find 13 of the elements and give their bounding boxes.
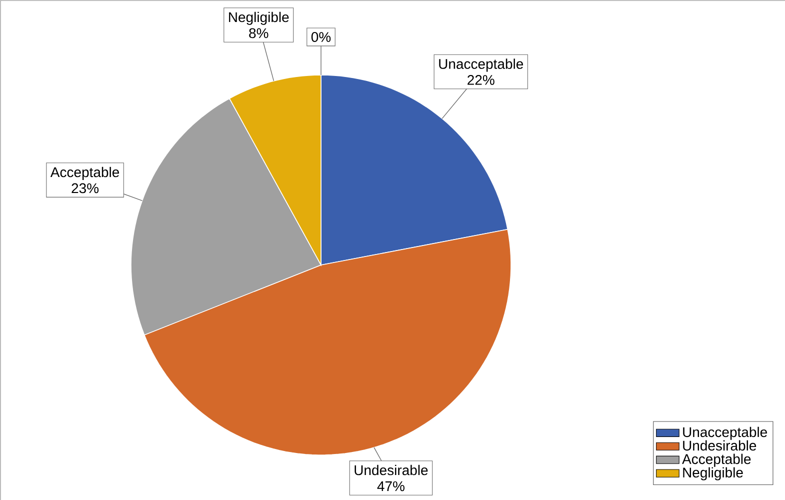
slice-label: Acceptable: [50, 166, 120, 180]
legend-label: Negligible: [683, 467, 743, 480]
slice-label: Unacceptable: [439, 58, 524, 72]
slice-label: Undesirable: [354, 464, 428, 476]
legend-label: Acceptable: [682, 454, 751, 467]
data-label: 22%: [468, 75, 494, 85]
text: 0%: [311, 32, 331, 42]
legend-label: Unacceptable: [683, 426, 767, 440]
slice-label: Negligible: [229, 12, 289, 25]
data-label: 23%: [72, 183, 99, 194]
legend-label: Undesirable: [683, 440, 756, 451]
data-label: 47%: [377, 481, 404, 492]
data-label: 8%: [249, 28, 268, 38]
